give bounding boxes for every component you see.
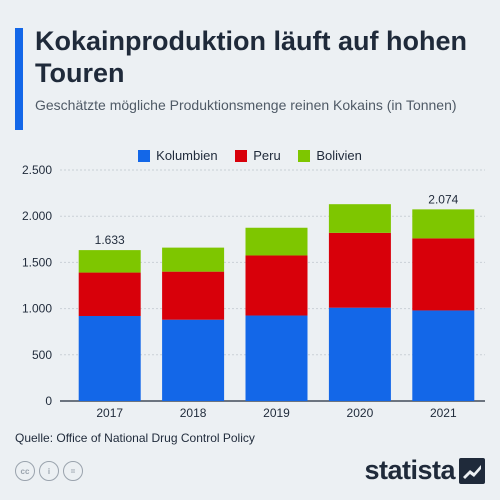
chart-subtitle: Geschätzte mögliche Produktionsmenge rei… xyxy=(35,97,457,113)
bar-segment-peru xyxy=(412,238,475,311)
bar-segment-kolumbien xyxy=(78,315,141,401)
legend-label-bolivien: Bolivien xyxy=(316,148,362,163)
bar-segment-bolivien xyxy=(162,247,225,272)
data-label: 1.633 xyxy=(95,233,125,247)
cc-icon[interactable]: cc xyxy=(15,461,35,481)
x-tick-label: 2018 xyxy=(180,406,207,420)
bar-segment-kolumbien xyxy=(328,307,391,401)
legend-item-kolumbien: Kolumbien xyxy=(138,148,218,163)
bar-segment-kolumbien xyxy=(162,319,225,401)
x-tick-label: 2021 xyxy=(430,406,457,420)
bar-segment-bolivien xyxy=(412,209,475,239)
bar-segment-peru xyxy=(162,271,225,320)
source-note: Quelle: Office of National Drug Control … xyxy=(15,431,255,445)
y-tick-label: 1.500 xyxy=(22,255,52,269)
legend-swatch-kolumbien xyxy=(138,149,151,162)
legend-label-peru: Peru xyxy=(253,148,281,163)
legend-swatch-bolivien xyxy=(298,149,311,162)
statista-mark-icon xyxy=(459,457,485,484)
y-tick-label: 0 xyxy=(45,394,52,408)
bar-segment-peru xyxy=(245,255,308,316)
bar-segment-peru xyxy=(78,272,141,316)
bar-segment-bolivien xyxy=(245,227,308,256)
nd-icon[interactable]: = xyxy=(63,461,83,481)
bar-chart: 0 500 1.000 1.500 2.000 2.500 1.633 2017 2018 201… xyxy=(22,163,485,420)
y-tick-label: 1.000 xyxy=(22,302,52,316)
legend-swatch-peru xyxy=(235,149,248,162)
license-icons: cc i = xyxy=(15,461,83,481)
statista-logo[interactable]: statista xyxy=(364,455,485,486)
legend: Kolumbien Peru Bolivien xyxy=(0,148,500,165)
page-title: Kokainproduktion läuft auf hohen Touren xyxy=(35,26,467,88)
bar-segment-bolivien xyxy=(328,204,391,233)
brand-name: statista xyxy=(364,455,455,485)
y-tick-label: 2.000 xyxy=(22,209,52,223)
legend-item-peru: Peru xyxy=(235,148,281,163)
data-label: 2.074 xyxy=(428,192,458,206)
legend-label-kolumbien: Kolumbien xyxy=(156,148,218,163)
bar-segment-kolumbien xyxy=(412,310,475,401)
x-tick-label: 2020 xyxy=(347,406,374,420)
accent-bar xyxy=(15,28,23,130)
bar-segment-kolumbien xyxy=(245,315,308,401)
x-tick-label: 2019 xyxy=(263,406,290,420)
y-tick-label: 2.500 xyxy=(22,163,52,177)
by-icon[interactable]: i xyxy=(39,461,59,481)
y-tick-label: 500 xyxy=(32,348,52,362)
bar-segment-bolivien xyxy=(78,250,141,273)
x-tick-label: 2017 xyxy=(96,406,123,420)
legend-item-bolivien: Bolivien xyxy=(298,148,362,163)
bar-segment-peru xyxy=(328,232,391,308)
